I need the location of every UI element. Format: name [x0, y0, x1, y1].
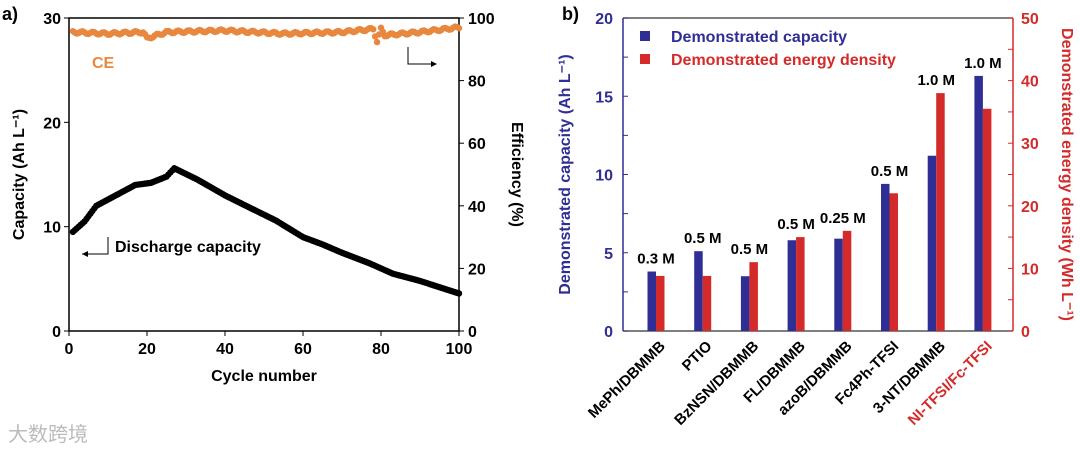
- capacity-bar: [694, 251, 703, 331]
- capacity-bar: [974, 75, 983, 331]
- capacity-point: [455, 290, 463, 297]
- arrowhead-icon: [431, 61, 437, 67]
- y-tick-label-a: 0: [52, 324, 61, 341]
- y-tick-label-a: 30: [43, 11, 61, 28]
- y-tick-label-b: 0: [604, 324, 613, 341]
- energy-density-bar: [982, 108, 992, 332]
- y2-tick-label-b: 10: [1021, 261, 1039, 278]
- y2-tick-label-b: 30: [1021, 136, 1039, 153]
- ce-point: [455, 24, 463, 32]
- y-tick-label-b: 15: [595, 89, 613, 106]
- capacity-bar: [927, 155, 937, 331]
- y-axis-label-a: Capacity (Ah L⁻¹): [11, 109, 28, 240]
- y2-tick-label-b: 50: [1021, 11, 1039, 28]
- energy-density-bar: [656, 275, 665, 331]
- left-arrow-icon: [82, 237, 109, 255]
- panel-label-b: b): [562, 4, 579, 24]
- x-tick-label-a: 0: [65, 341, 74, 358]
- energy-density-bar: [936, 93, 945, 332]
- watermark: 大数跨境: [8, 422, 88, 446]
- x-axis-label-a: Cycle number: [211, 368, 317, 385]
- discharge-annotation: Discharge capacity: [115, 239, 261, 256]
- y-tick-label-a: 20: [43, 115, 61, 132]
- capacity-bar: [740, 276, 750, 331]
- capacity-bar: [834, 238, 843, 331]
- concentration-label: 0.5 M: [871, 163, 909, 180]
- y2-tick-label-b: 0: [1021, 324, 1030, 341]
- ce-point: [370, 26, 377, 33]
- legend-label-energy: Demonstrated energy density: [671, 52, 896, 69]
- y2-tick-label-b: 40: [1021, 74, 1039, 91]
- category-label: MePh/DBMMB: [585, 338, 669, 422]
- y-tick-label-b: 5: [604, 246, 613, 263]
- x-tick-label-a: 100: [446, 341, 473, 358]
- energy-density-bar: [889, 193, 898, 331]
- panel-label-a: a): [2, 4, 18, 24]
- category-label: BzNSN/DBMMB: [671, 338, 762, 429]
- concentration-label: 0.3 M: [637, 251, 675, 268]
- legend-swatch-capacity: [640, 31, 650, 41]
- capacity-bar: [787, 240, 797, 331]
- plot-frame-a: [68, 17, 460, 332]
- y2-axis-label-b: Demonstrated energy density (Wh L⁻¹): [1058, 28, 1075, 321]
- concentration-label: 0.5 M: [777, 216, 815, 233]
- concentration-label: 0.5 M: [731, 241, 769, 258]
- y2-tick-label-a: 100: [468, 11, 495, 28]
- y2-axis-label-a: Efficiency (%): [508, 122, 525, 227]
- concentration-label: 1.0 M: [964, 55, 1002, 72]
- ce-annotation: CE: [92, 55, 115, 72]
- capacity-bar: [881, 183, 890, 331]
- y2-tick-label-a: 0: [468, 324, 477, 341]
- energy-density-bar: [842, 230, 852, 331]
- y2-tick-label-b: 20: [1021, 199, 1039, 216]
- x-tick-label-a: 80: [372, 341, 390, 358]
- energy-density-bar: [702, 275, 712, 331]
- x-tick-label-a: 20: [138, 341, 156, 358]
- concentration-label: 1.0 M: [917, 72, 955, 89]
- legend-label-capacity: Demonstrated capacity: [671, 29, 847, 46]
- energy-density-bar: [796, 237, 805, 331]
- capacity-bar: [647, 271, 656, 331]
- y2-tick-label-a: 20: [468, 261, 486, 278]
- x-tick-label-a: 40: [216, 341, 234, 358]
- energy-density-bar: [749, 262, 758, 331]
- concentration-label: 0.25 M: [820, 210, 866, 227]
- category-label: NI-TFSI/Fc-TFSI: [905, 338, 996, 429]
- concentration-label: 0.5 M: [684, 230, 722, 247]
- right-arrow-icon: [407, 47, 434, 65]
- y-axis-label-b: Demonstrated capacity (Ah L⁻¹): [557, 54, 574, 294]
- y-tick-label-b: 20: [595, 11, 613, 28]
- legend-swatch-energy: [640, 54, 650, 64]
- arrowhead-icon: [82, 251, 88, 257]
- y2-tick-label-a: 80: [468, 74, 486, 91]
- x-tick-label-a: 60: [294, 341, 312, 358]
- y-tick-label-b: 10: [595, 168, 613, 185]
- y-tick-label-a: 10: [43, 220, 61, 237]
- ce-point: [373, 38, 381, 46]
- y2-tick-label-a: 40: [468, 199, 486, 216]
- y2-tick-label-a: 60: [468, 136, 486, 153]
- category-label: PTIO: [679, 338, 716, 375]
